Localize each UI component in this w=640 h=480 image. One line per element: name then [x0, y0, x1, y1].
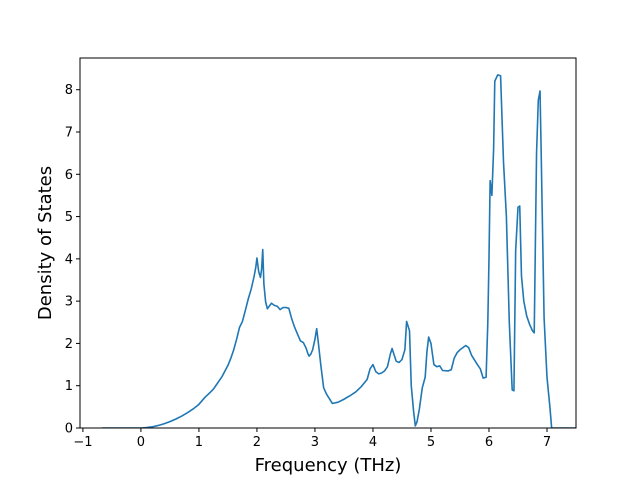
- plot-area-frame: [79, 57, 577, 429]
- x-tick-label: 3: [311, 435, 319, 450]
- x-tick-label: 0: [137, 435, 145, 450]
- y-tick-label: 5: [65, 210, 73, 225]
- x-tick-label: 2: [253, 435, 261, 450]
- x-tick-label: 4: [369, 435, 377, 450]
- x-axis-ticks: −1 0 1 2 3 4 5 6 7: [73, 428, 551, 450]
- x-tick-label: 7: [543, 435, 551, 450]
- y-tick-label: 8: [65, 83, 73, 98]
- x-tick-label: 6: [485, 435, 493, 450]
- y-tick-label: 4: [65, 252, 73, 267]
- x-axis-label: Frequency (THz): [255, 455, 402, 476]
- y-tick-label: 1: [65, 379, 73, 394]
- y-axis-label: Density of States: [35, 166, 56, 320]
- y-tick-label: 2: [65, 337, 73, 352]
- x-tick-label: −1: [73, 435, 92, 450]
- series-layer: [102, 74, 576, 428]
- dos-line-series-0: [102, 74, 576, 428]
- x-tick-label: 1: [195, 435, 203, 450]
- y-tick-label: 6: [65, 168, 73, 183]
- y-axis-ticks: 0 1 2 3 4 5 6 7 8: [65, 83, 80, 437]
- y-tick-label: 0: [65, 422, 73, 437]
- x-tick-label: 5: [427, 435, 435, 450]
- y-tick-label: 7: [65, 126, 73, 141]
- y-tick-label: 3: [65, 295, 73, 310]
